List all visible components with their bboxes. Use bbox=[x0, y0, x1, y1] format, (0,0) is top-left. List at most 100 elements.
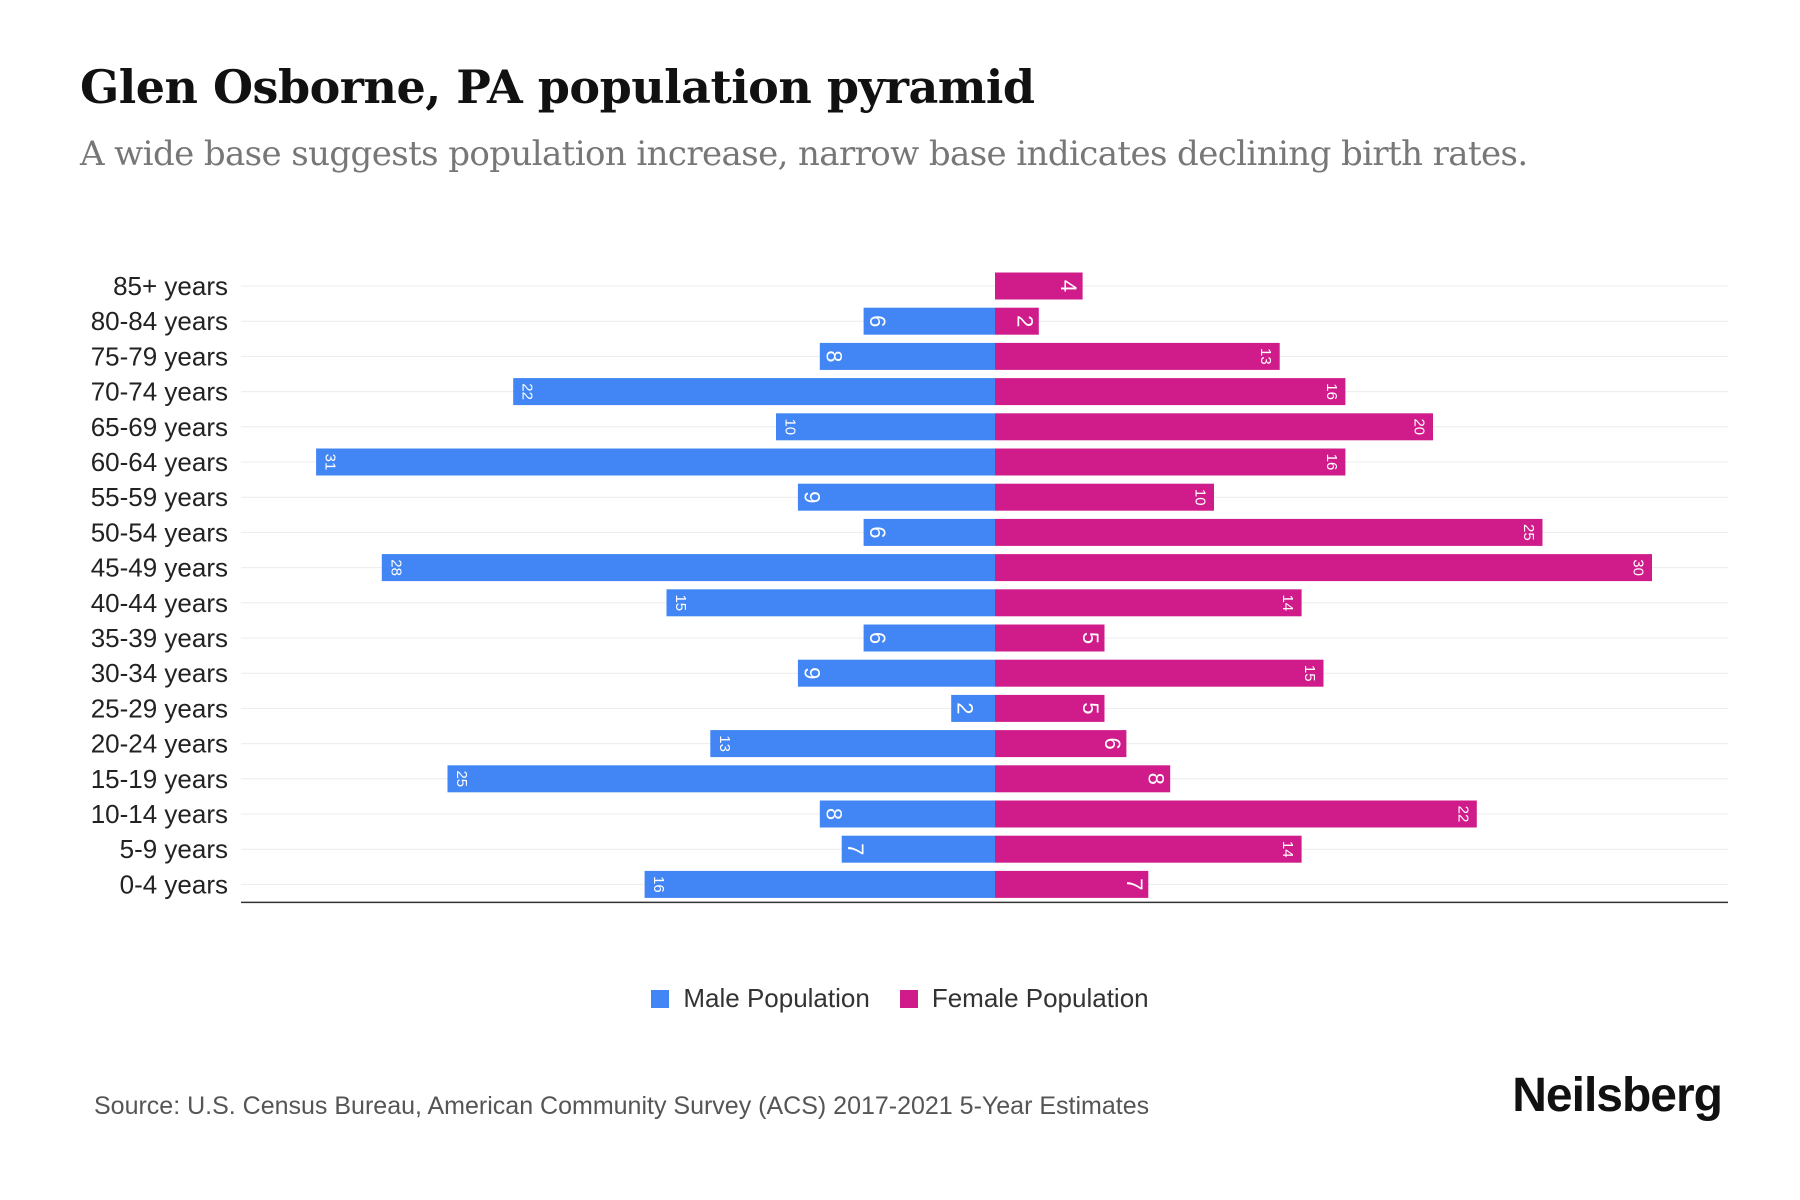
male-bar bbox=[819, 342, 995, 370]
female-value-label: 22 bbox=[1454, 806, 1471, 823]
male-bar bbox=[863, 518, 995, 546]
male-bar bbox=[710, 730, 995, 758]
female-value-label: 6 bbox=[1100, 737, 1125, 749]
male-bar bbox=[513, 378, 995, 406]
age-group-label: 20-24 years bbox=[91, 729, 228, 759]
age-group-label: 40-44 years bbox=[91, 588, 228, 618]
female-bar bbox=[995, 307, 1039, 335]
legend-item-female[interactable]: Female Population bbox=[899, 983, 1149, 1014]
female-bar bbox=[995, 870, 1149, 898]
source-note: Source: U.S. Census Bureau, American Com… bbox=[94, 1092, 1150, 1120]
female-value-label: 10 bbox=[1192, 489, 1209, 506]
age-group-label: 0-4 years bbox=[120, 869, 228, 899]
female-bar bbox=[995, 448, 1346, 476]
male-bar bbox=[316, 448, 996, 476]
female-value-label: 16 bbox=[1323, 454, 1340, 471]
age-group-label: 25-29 years bbox=[91, 693, 228, 723]
age-group-label: 80-84 years bbox=[91, 306, 228, 336]
female-bar bbox=[995, 272, 1083, 300]
female-value-label: 20 bbox=[1411, 418, 1428, 435]
population-pyramid-chart: 85+ years 480-84 years 6 275-79 years 8 1370-… bbox=[91, 271, 1728, 904]
age-group-label: 55-59 years bbox=[91, 482, 228, 512]
age-group-label: 10-14 years bbox=[91, 799, 228, 829]
legend-swatch-male bbox=[651, 989, 670, 1008]
female-bar bbox=[995, 413, 1433, 441]
female-bar bbox=[995, 694, 1105, 722]
age-group-label: 35-39 years bbox=[91, 623, 228, 653]
age-group-label: 70-74 years bbox=[91, 377, 228, 407]
male-value-label: 13 bbox=[716, 735, 733, 752]
age-group-label: 75-79 years bbox=[91, 341, 228, 371]
age-group-label: 5-9 years bbox=[120, 834, 228, 864]
male-value-label: 8 bbox=[821, 350, 846, 362]
female-bar bbox=[995, 835, 1302, 863]
male-bar bbox=[863, 307, 995, 335]
female-bar bbox=[995, 765, 1171, 793]
female-value-label: 7 bbox=[1122, 878, 1147, 890]
age-group-label: 50-54 years bbox=[91, 517, 228, 547]
female-value-label: 14 bbox=[1279, 841, 1296, 858]
female-value-label: 4 bbox=[1056, 280, 1081, 292]
female-value-label: 15 bbox=[1301, 665, 1318, 682]
female-value-label: 8 bbox=[1144, 773, 1169, 785]
male-value-label: 7 bbox=[843, 843, 868, 855]
male-value-label: 6 bbox=[865, 315, 890, 327]
female-bar bbox=[995, 589, 1302, 617]
chart-title: Glen Osborne, PA population pyramid bbox=[80, 60, 1035, 114]
male-value-label: 2 bbox=[953, 702, 978, 714]
brand-logo: Neilsberg bbox=[1512, 1069, 1723, 1122]
male-bar bbox=[797, 483, 995, 511]
female-value-label: 16 bbox=[1323, 383, 1340, 400]
female-value-label: 13 bbox=[1257, 348, 1274, 365]
male-value-label: 9 bbox=[799, 667, 824, 679]
age-group-label: 15-19 years bbox=[91, 764, 228, 794]
male-value-label: 15 bbox=[672, 594, 689, 611]
age-group-label: 45-49 years bbox=[91, 553, 228, 583]
female-bar bbox=[995, 800, 1477, 828]
male-bar bbox=[644, 870, 995, 898]
male-value-label: 28 bbox=[387, 559, 404, 576]
male-value-label: 22 bbox=[519, 383, 536, 400]
female-bar bbox=[995, 624, 1105, 652]
legend-label-male: Male Population bbox=[683, 983, 870, 1013]
female-bar bbox=[995, 730, 1127, 758]
legend-swatch-female bbox=[899, 989, 918, 1008]
male-bar bbox=[951, 694, 995, 722]
chart-subtitle: A wide base suggests population increase… bbox=[80, 134, 1528, 174]
female-value-label: 2 bbox=[1012, 315, 1037, 327]
age-group-label: 60-64 years bbox=[91, 447, 228, 477]
male-value-label: 10 bbox=[782, 418, 799, 435]
legend-item-male[interactable]: Male Population bbox=[651, 983, 870, 1014]
female-bar bbox=[995, 554, 1652, 582]
male-value-label: 25 bbox=[453, 770, 470, 787]
male-value-label: 16 bbox=[650, 876, 667, 893]
female-value-label: 5 bbox=[1078, 702, 1103, 714]
male-bar bbox=[841, 835, 995, 863]
male-value-label: 31 bbox=[322, 454, 339, 471]
female-value-label: 5 bbox=[1078, 632, 1103, 644]
female-value-label: 14 bbox=[1279, 594, 1296, 611]
female-bar bbox=[995, 483, 1214, 511]
male-value-label: 6 bbox=[865, 632, 890, 644]
male-bar bbox=[776, 413, 995, 441]
female-bar bbox=[995, 518, 1543, 546]
female-bar bbox=[995, 659, 1324, 687]
male-value-label: 6 bbox=[865, 526, 890, 538]
age-group-label: 65-69 years bbox=[91, 412, 228, 442]
age-group-label: 30-34 years bbox=[91, 658, 228, 688]
female-bar bbox=[995, 378, 1346, 406]
age-group-label: 85+ years bbox=[113, 271, 228, 301]
female-value-label: 30 bbox=[1630, 559, 1647, 576]
male-value-label: 8 bbox=[821, 808, 846, 820]
male-bar bbox=[863, 624, 995, 652]
male-bar bbox=[797, 659, 995, 687]
male-bar bbox=[666, 589, 995, 617]
male-value-label: 9 bbox=[799, 491, 824, 503]
male-bar bbox=[447, 765, 995, 793]
female-bar bbox=[995, 342, 1280, 370]
male-bar bbox=[819, 800, 995, 828]
legend: Male Population Female Population bbox=[0, 983, 1800, 1014]
male-bar bbox=[381, 554, 995, 582]
female-value-label: 25 bbox=[1520, 524, 1537, 541]
legend-label-female: Female Population bbox=[931, 983, 1149, 1013]
